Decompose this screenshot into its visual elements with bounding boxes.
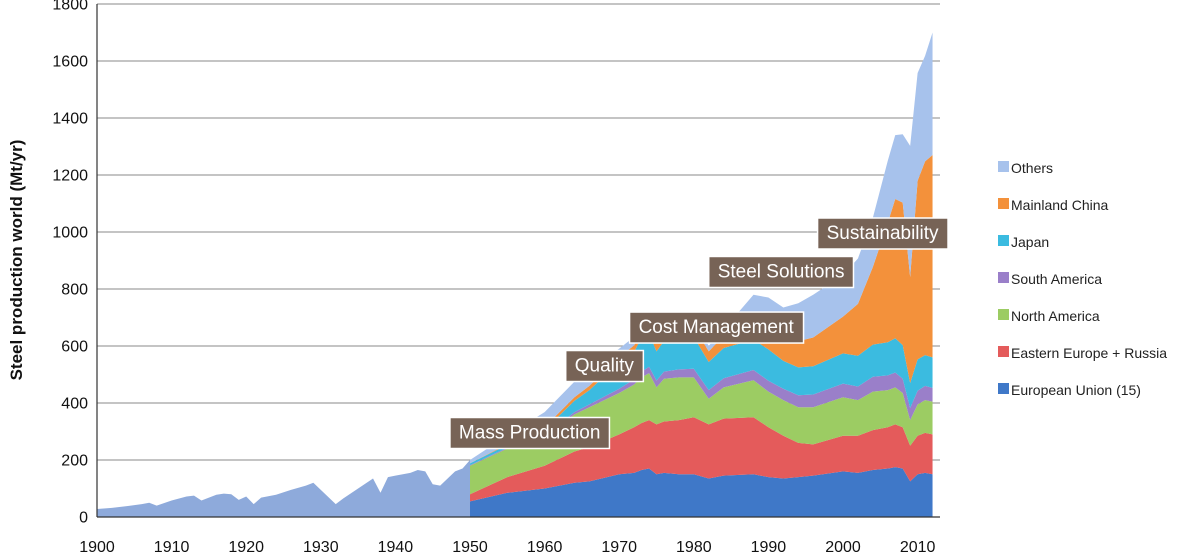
legend-swatch-others bbox=[998, 161, 1009, 172]
y-tick-label: 1200 bbox=[52, 168, 88, 185]
annotation-label: Mass Production bbox=[459, 423, 601, 444]
annotation: Steel Solutions bbox=[707, 255, 855, 289]
x-tick-label: 1920 bbox=[228, 539, 264, 556]
x-tick-labels: 1900 1910 1920 1930 1940 1950 1960 1970 1980 1990… bbox=[79, 539, 935, 556]
y-tick-label: 200 bbox=[61, 453, 88, 470]
legend-swatch-japan bbox=[998, 235, 1009, 246]
annotation-box bbox=[564, 349, 645, 383]
x-tick-label: 1940 bbox=[378, 539, 414, 556]
legend-label-mainland-china: Mainland China bbox=[1011, 197, 1108, 213]
legend-swatch-south-america bbox=[998, 272, 1009, 283]
y-tick-label: 1400 bbox=[52, 111, 88, 128]
legend-label-north-america: North America bbox=[1011, 308, 1100, 324]
y-tick-label: 1600 bbox=[52, 54, 88, 71]
x-tick-label: 1950 bbox=[452, 539, 488, 556]
legend-label-european-union-15: European Union (15) bbox=[1011, 382, 1141, 398]
annotation-label: Cost Management bbox=[639, 317, 795, 338]
legend-swatch-eastern-europe-russia bbox=[998, 346, 1009, 357]
legend-label-japan: Japan bbox=[1011, 234, 1049, 250]
area-south-america bbox=[470, 366, 933, 466]
x-tick-label: 1960 bbox=[527, 539, 563, 556]
annotation-box bbox=[816, 217, 949, 250]
annotation-box bbox=[449, 416, 611, 450]
y-tick-label: 800 bbox=[61, 282, 88, 299]
annotation-label: Sustainability bbox=[827, 223, 939, 244]
legend-label-south-america: South America bbox=[1011, 271, 1102, 287]
x-tick-label: 1980 bbox=[676, 539, 712, 556]
y-tick-label: 1800 bbox=[52, 0, 88, 14]
area-japan bbox=[470, 333, 933, 466]
axes bbox=[96, 4, 940, 518]
x-tick-label: 2010 bbox=[900, 539, 936, 556]
x-tick-label: 1970 bbox=[601, 539, 637, 556]
annotation-label: Quality bbox=[575, 356, 635, 377]
y-tick-label: 400 bbox=[61, 396, 88, 413]
legend-label-eastern-europe-russia: Eastern Europe + Russia bbox=[1011, 345, 1167, 361]
stacked-areas bbox=[97, 32, 933, 517]
x-tick-label: 1900 bbox=[79, 539, 115, 556]
legend: Others Mainland China Japan South America No… bbox=[998, 160, 1167, 398]
area-european-union-15 bbox=[470, 467, 933, 517]
annotation: Cost Management bbox=[628, 311, 805, 344]
y-tick-label: 1000 bbox=[52, 225, 88, 242]
annotation: Mass Production bbox=[449, 416, 611, 450]
annotation-label: Steel Solutions bbox=[718, 261, 845, 282]
x-tick-label: 1910 bbox=[154, 539, 190, 556]
x-tick-label: 1930 bbox=[303, 539, 339, 556]
y-axis-label: Steel production world (Mt/yr) bbox=[7, 140, 26, 381]
annotation-box bbox=[707, 255, 855, 289]
legend-swatch-european-union-15 bbox=[998, 383, 1009, 394]
annotation: Quality bbox=[564, 349, 645, 383]
gridlines bbox=[97, 3, 940, 461]
legend-label-others: Others bbox=[1011, 160, 1053, 176]
legend-swatch-mainland-china bbox=[998, 198, 1009, 209]
annotation: Sustainability bbox=[816, 217, 949, 250]
y-tick-label: 600 bbox=[61, 339, 88, 356]
annotation-box bbox=[628, 311, 805, 344]
x-tick-label: 2000 bbox=[825, 539, 861, 556]
world-pre1950-area bbox=[97, 460, 471, 517]
y-tick-labels: 0 200 400 600 800 1000 1200 1400 1600 1800 bbox=[52, 0, 88, 527]
area-eastern-europe-russia bbox=[470, 417, 933, 502]
legend-swatch-north-america bbox=[998, 309, 1009, 320]
y-tick-label: 0 bbox=[79, 510, 88, 527]
x-tick-label: 1990 bbox=[751, 539, 787, 556]
